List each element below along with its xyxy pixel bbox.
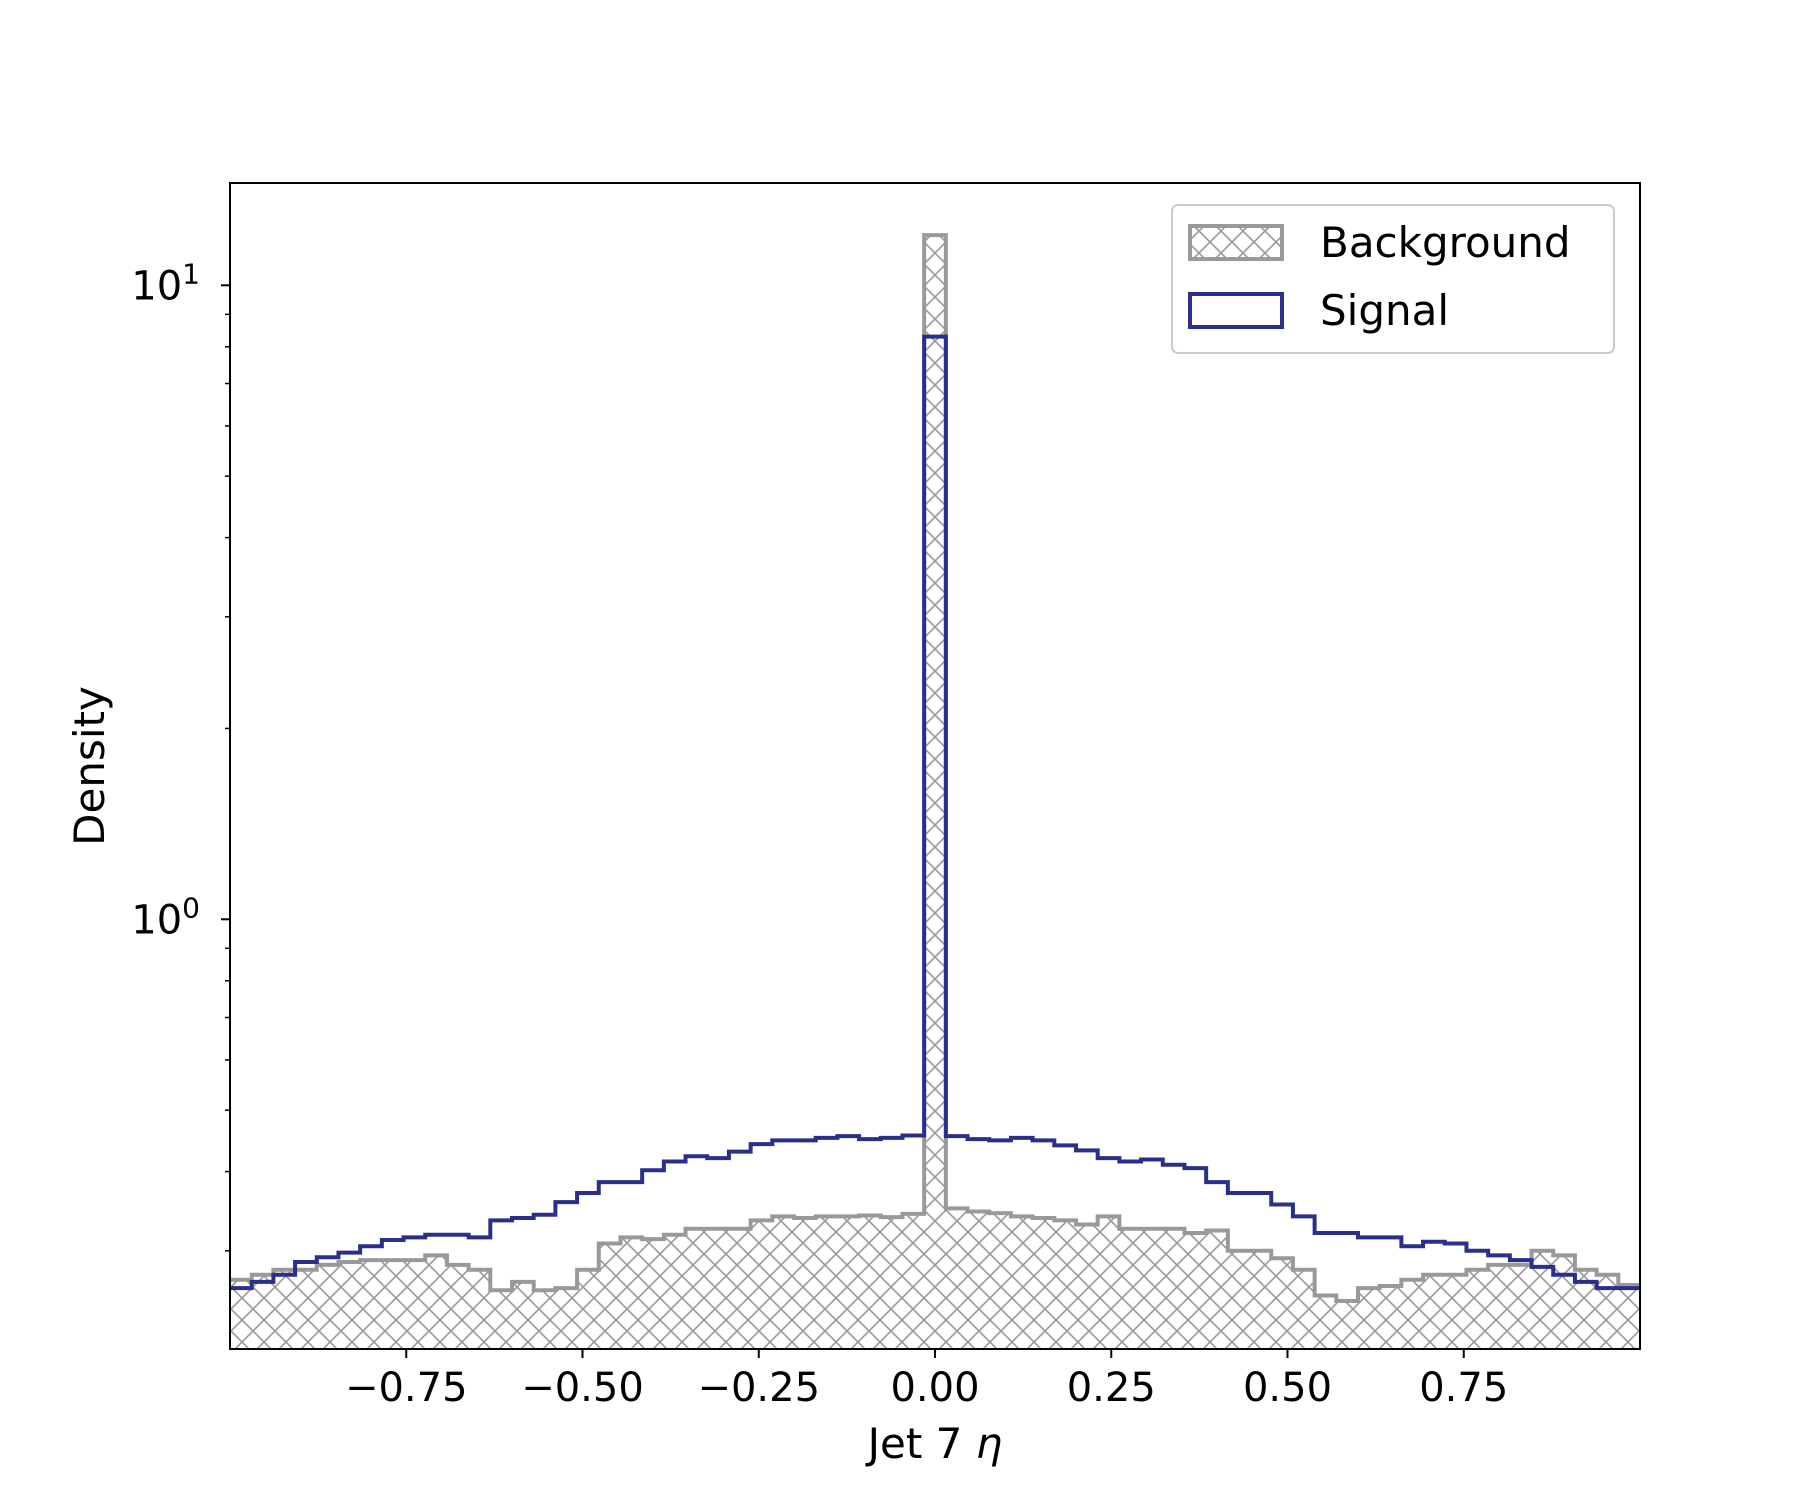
legend-swatch-background xyxy=(1188,224,1284,261)
x-tick-label: −0.50 xyxy=(521,1365,644,1411)
legend-label-background: Background xyxy=(1320,218,1571,267)
x-axis-label-symbol: η xyxy=(976,1419,1003,1468)
x-tick-label: 0.00 xyxy=(890,1365,979,1411)
x-axis-label: Jet 7 η xyxy=(865,1419,1003,1468)
x-tick-label: −0.75 xyxy=(345,1365,468,1411)
x-tick-label: 0.25 xyxy=(1067,1365,1156,1411)
background-hatched-fill xyxy=(230,235,1640,1349)
y-tick-label-base: 10 xyxy=(131,263,182,309)
x-tick-label: 0.50 xyxy=(1243,1365,1332,1411)
y-tick-label-exponent: 1 xyxy=(182,257,200,290)
x-axis-ticks: −0.75 −0.50 −0.25 0.00 0.25 0.50 0.75 xyxy=(345,1349,1508,1411)
y-tick-label: 100 xyxy=(131,891,200,943)
x-tick-label: 0.75 xyxy=(1419,1365,1508,1411)
y-axis-label: Density xyxy=(65,686,114,846)
legend: Background Signal xyxy=(1171,204,1615,354)
y-tick-label-exponent: 0 xyxy=(182,891,200,924)
y-tick-label: 101 xyxy=(131,257,200,309)
y-tick-label-base: 10 xyxy=(131,897,182,943)
background-step-outline xyxy=(230,233,1640,1303)
signal-step-outline xyxy=(230,334,1640,1291)
x-axis-label-text: Jet 7 xyxy=(865,1419,963,1468)
plot-area xyxy=(230,233,1640,1349)
x-tick-label: −0.25 xyxy=(697,1365,820,1411)
legend-label-signal: Signal xyxy=(1320,286,1449,335)
legend-swatch-signal xyxy=(1188,292,1284,329)
